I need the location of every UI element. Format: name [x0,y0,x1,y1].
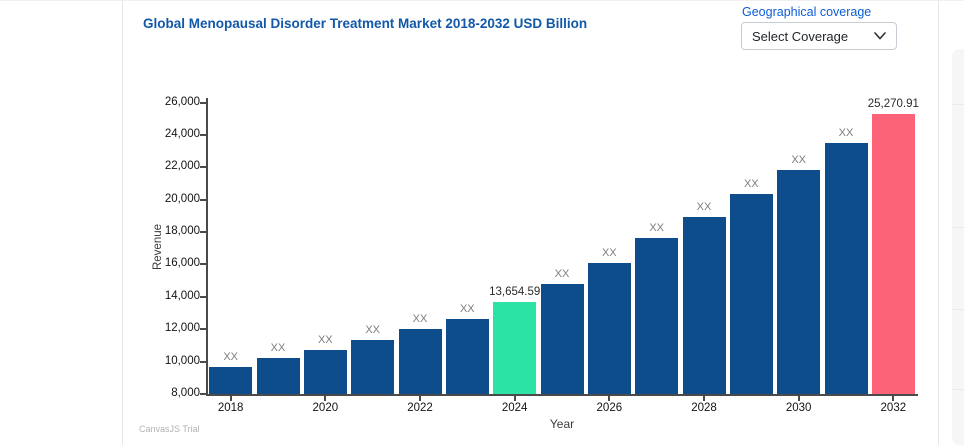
chart-title: Global Menopausal Disorder Treatment Mar… [143,16,588,31]
x-tick-label: 2024 [501,402,528,414]
y-tick-mark [200,133,206,136]
y-tick-label: 14,000 [164,289,200,302]
y-tick-label: 8,000 [171,387,200,399]
bar-2018[interactable] [209,366,253,394]
bar-2022[interactable] [398,329,442,394]
bar-2021[interactable] [351,340,395,394]
x-axis-line [206,394,918,396]
x-tick-label: 2022 [407,402,433,414]
bar-label-2031: XX [838,127,854,140]
bar-2031[interactable] [824,143,868,394]
x-tick-label: 2018 [217,402,244,414]
x-tick-mark [419,396,421,401]
y-tick-mark [200,166,206,169]
x-tick-label: 2030 [785,402,812,414]
coverage-label: Geographical coverage [742,5,872,19]
bar-2019[interactable] [256,358,300,394]
bar-2020[interactable] [303,349,347,394]
bar-label-2027: XX [649,222,665,234]
right-panel-edge [952,49,964,445]
bar-2027[interactable] [635,238,679,394]
bar-label-2028: XX [696,200,712,213]
bar-label-2023: XX [459,302,475,315]
bar-2026[interactable] [587,262,631,394]
y-tick-label: 18,000 [164,225,200,238]
bar-label-2020: XX [317,333,333,346]
bar-2024[interactable] [493,302,537,394]
x-tick-label: 2020 [312,402,339,414]
x-axis-title: Year [549,417,575,431]
y-tick-mark [200,198,206,201]
bar-label-2032: 25,270.91 [867,98,919,111]
x-tick-label: 2032 [880,402,907,414]
x-tick-mark [703,396,705,401]
y-tick-label: 20,000 [164,192,200,205]
x-tick-mark [797,396,800,401]
bar-label-2019: XX [270,342,286,355]
y-tick-mark [200,295,206,298]
y-tick-mark [200,328,206,331]
y-tick-mark [200,263,206,266]
x-tick-mark [608,396,611,401]
left-panel-divider [122,1,123,445]
bar-label-2024: 13,654.59 [489,286,541,299]
x-tick-mark [229,396,232,401]
x-tick-mark [324,396,327,401]
y-tick-mark [200,101,206,104]
y-tick-label: 24,000 [164,127,200,140]
chevron-down-icon [874,32,886,40]
bar-2029[interactable] [729,194,773,394]
x-tick-mark [513,396,516,401]
bar-2023[interactable] [445,318,489,394]
bar-label-2030: XX [791,153,807,166]
bar-2032[interactable] [871,114,915,394]
bar-label-2029: XX [743,178,759,190]
y-axis-line [206,98,208,395]
coverage-select-value: Select Coverage [752,28,849,44]
right-panel-divider [938,1,939,445]
y-tick-label: 16,000 [164,257,200,270]
coverage-select[interactable]: Select Coverage [741,22,897,50]
y-tick-mark [200,231,206,234]
bar-label-2021: XX [365,324,381,337]
bar-label-2025: XX [554,268,570,280]
y-tick-label: 26,000 [164,95,200,108]
bar-2025[interactable] [540,284,584,394]
y-tick-label: 12,000 [164,322,200,335]
bar-label-2022: XX [412,313,428,326]
canvasjs-watermark: CanvasJS Trial [139,424,200,434]
y-tick-mark [200,393,206,395]
y-tick-label: 10,000 [164,354,200,367]
bar-label-2018: XX [223,350,239,363]
x-tick-label: 2028 [691,402,717,414]
bar-label-2026: XX [601,246,617,259]
bar-2030[interactable] [777,169,821,394]
y-tick-mark [200,360,206,363]
x-tick-mark [892,396,895,401]
x-tick-label: 2026 [596,402,623,414]
y-tick-label: 22,000 [164,160,200,173]
bar-2028[interactable] [682,216,726,394]
